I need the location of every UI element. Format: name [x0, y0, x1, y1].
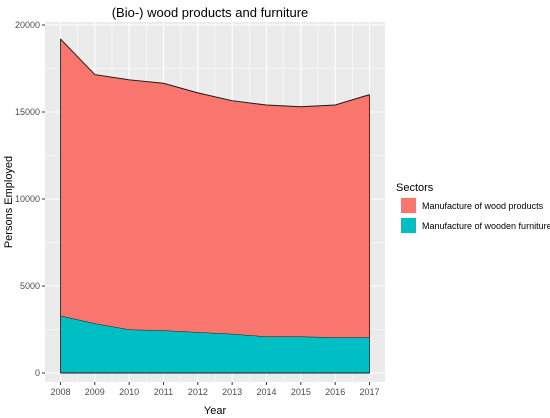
y-axis-title: Persons Employed — [3, 156, 15, 248]
legend: Sectors Manufacture of wood productsManu… — [396, 182, 550, 234]
x-tick-label: 2011 — [154, 387, 173, 397]
y-tick-label: 15000 — [15, 107, 40, 117]
stacked-areas — [60, 38, 370, 374]
legend-label: Manufacture of wood products — [422, 201, 544, 211]
x-tick-label: 2009 — [85, 387, 105, 397]
chart-title: (Bio-) wood products and furniture — [112, 5, 309, 20]
x-tick-label: 2010 — [119, 387, 139, 397]
area-outline-series-1 — [60, 38, 370, 108]
y-tick-label: 5000 — [20, 281, 40, 291]
area-series-1 — [60, 38, 370, 338]
y-tick-label: 0 — [35, 368, 40, 378]
x-axis-title: Year — [204, 405, 227, 417]
legend-swatch — [401, 198, 416, 213]
x-tick-label: 2017 — [360, 387, 380, 397]
legend-label: Manufacture of wooden furniture — [422, 221, 550, 231]
y-axis: 0 5000 10000 15000 20000 — [15, 20, 45, 378]
x-tick-label: 2012 — [188, 387, 208, 397]
x-tick-label: 2014 — [256, 387, 276, 397]
y-tick-label: 20000 — [15, 20, 40, 30]
y-tick-label: 10000 — [15, 194, 40, 204]
x-tick-label: 2016 — [325, 387, 345, 397]
legend-swatch — [401, 218, 416, 233]
x-tick-label: 2015 — [291, 387, 311, 397]
legend-title: Sectors — [396, 182, 434, 194]
x-axis: 2008 2009 2010 2011 2012 2013 2014 2015 2016 2017 — [50, 382, 380, 397]
legend-items: Manufacture of wood products Manufacture … — [400, 197, 550, 234]
x-tick-label: 2013 — [222, 387, 242, 397]
x-tick-label: 2008 — [50, 387, 70, 397]
